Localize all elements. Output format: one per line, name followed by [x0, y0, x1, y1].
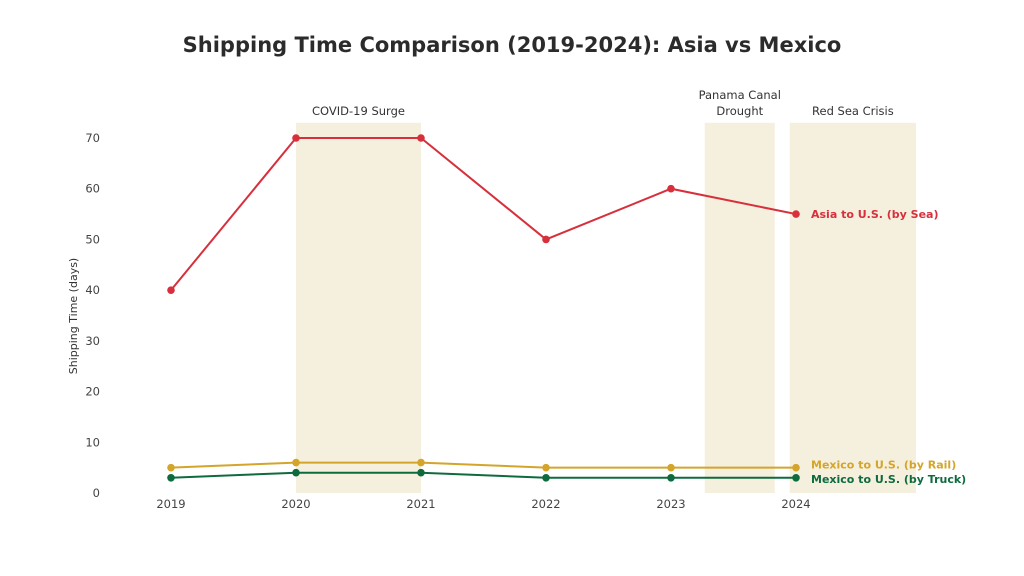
y-tick-label: 20: [85, 385, 100, 399]
y-tick-label: 70: [85, 131, 100, 145]
data-point: [667, 184, 675, 193]
data-point: [167, 286, 175, 294]
data-point: [167, 473, 175, 482]
annotation-label: Red Sea Crisis: [812, 104, 894, 118]
data-point: [542, 463, 550, 472]
data-point: [417, 134, 425, 142]
data-point: [542, 473, 550, 482]
data-point: [792, 210, 800, 218]
x-tick-label: 2024: [781, 497, 810, 511]
series-line: [170, 471, 796, 479]
annotation-label: COVID-19 Surge: [312, 104, 405, 118]
data-point: [417, 458, 425, 467]
chart-title: Shipping Time Comparison (2019-2024): As…: [183, 33, 842, 57]
y-tick-label: 40: [85, 283, 100, 297]
data-point: [792, 473, 800, 482]
x-tick-label: 2021: [406, 497, 435, 511]
y-tick-label: 60: [85, 182, 100, 196]
data-point: [667, 473, 675, 482]
series-line: [170, 461, 796, 469]
data-point: [167, 463, 175, 472]
x-tick-label: 2020: [281, 497, 310, 511]
x-tick-label: 2022: [531, 497, 560, 511]
y-tick-label: 10: [85, 435, 100, 449]
y-tick-label: 0: [93, 486, 100, 500]
data-point: [292, 468, 300, 477]
x-tick-label: 2023: [656, 497, 685, 511]
annotation-band: [704, 122, 775, 494]
annotation-band: [296, 122, 421, 494]
y-axis-label: Shipping Time (days): [67, 258, 80, 374]
x-tick-label: 2019: [156, 497, 185, 511]
data-point: [542, 235, 550, 244]
series-label: Asia to U.S. (by Sea): [811, 208, 939, 221]
annotation-label: Panama Canal Drought: [699, 88, 781, 118]
y-tick-label: 50: [85, 232, 100, 246]
data-point: [417, 468, 425, 477]
series-line: [170, 137, 797, 291]
y-tick-label: 30: [85, 334, 100, 348]
data-point: [792, 463, 800, 472]
series-label: Mexico to U.S. (by Rail): [811, 459, 956, 472]
annotation-band: [789, 122, 916, 494]
data-point: [292, 458, 300, 467]
data-point: [292, 134, 300, 142]
series-label: Mexico to U.S. (by Truck): [811, 473, 966, 486]
data-point: [667, 463, 675, 472]
